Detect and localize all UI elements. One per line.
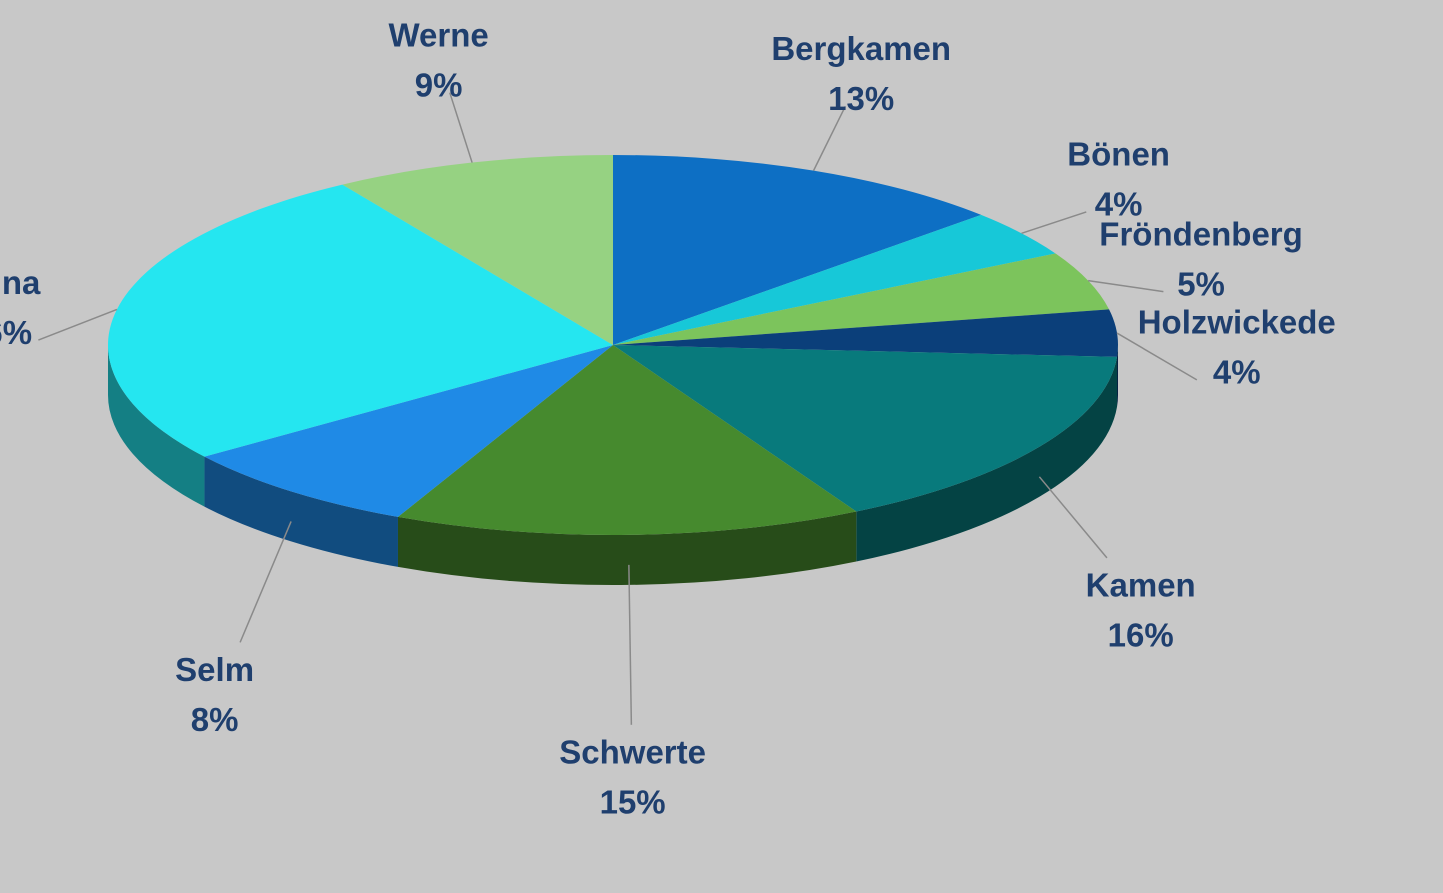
category-label: Fröndenberg <box>1099 215 1303 252</box>
category-label: Unna <box>0 264 41 301</box>
category-label: Bönen <box>1067 136 1170 173</box>
slice <box>613 155 982 345</box>
leader-line <box>239 521 292 643</box>
slice <box>613 214 1056 345</box>
value-label: 26% <box>0 314 32 351</box>
category-label: Bergkamen <box>771 30 951 67</box>
category-label: Kamen <box>1086 567 1196 604</box>
category-label: Werne <box>388 16 488 53</box>
value-label: 13% <box>828 80 894 117</box>
leader-line <box>1116 332 1198 381</box>
leader-line <box>628 564 633 725</box>
leader-line <box>1038 476 1108 559</box>
slice <box>342 155 613 345</box>
leader-line <box>1021 211 1087 235</box>
value-label: 15% <box>600 784 666 821</box>
slice <box>397 345 857 535</box>
category-label: Holzwickede <box>1138 304 1336 341</box>
slice-side <box>397 511 857 585</box>
slice <box>107 184 613 457</box>
slice-side <box>108 345 205 507</box>
leader-line <box>812 105 847 171</box>
value-label: 8% <box>191 701 239 738</box>
category-label: Schwerte <box>559 734 706 771</box>
slice-side <box>1117 345 1118 407</box>
value-label: 16% <box>1108 617 1174 654</box>
value-label: 4% <box>1095 186 1143 223</box>
category-label: Selm <box>175 651 254 688</box>
slice <box>613 345 1118 512</box>
leader-line <box>38 308 118 341</box>
slice <box>613 309 1119 357</box>
slice <box>613 253 1110 345</box>
value-label: 9% <box>415 66 463 103</box>
slice-side <box>856 356 1118 562</box>
slice <box>204 345 613 517</box>
value-label: 5% <box>1177 265 1225 302</box>
value-label: 4% <box>1213 354 1261 391</box>
leader-line <box>449 92 473 163</box>
slice-side <box>204 456 398 567</box>
leader-line <box>1088 279 1164 293</box>
